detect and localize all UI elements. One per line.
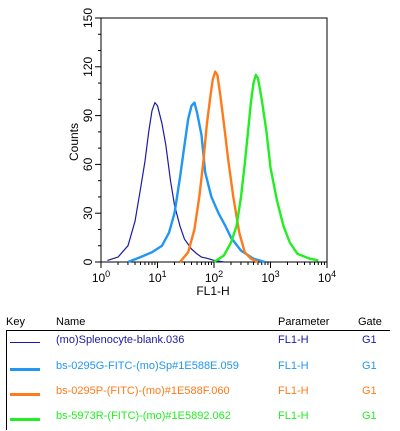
y-axis: 0 30 60 90 120 150 xyxy=(81,8,101,265)
y-tick-label: 30 xyxy=(81,206,95,220)
series-line xyxy=(179,70,259,264)
legend-key-rule xyxy=(6,330,7,430)
legend-row-name: bs-0295G-FITC-(mo)Sp#1E588E.059 xyxy=(56,360,239,372)
legend-row-gate: G1 xyxy=(362,385,377,397)
plot-frame xyxy=(100,17,328,263)
x-tick-label: 101 xyxy=(148,269,166,285)
legend-row-gate: G1 xyxy=(362,334,377,346)
legend-swatch xyxy=(10,368,40,371)
legend-header-parameter: Parameter xyxy=(278,316,330,328)
y-tick-label: 120 xyxy=(81,56,95,76)
legend-header-gate: Gate xyxy=(358,316,382,328)
legend-row-parameter: FL1-H xyxy=(278,334,309,346)
legend-row-name: bs-0295P-(FITC)-(mo)#1E588F.060 xyxy=(56,385,230,397)
legend-swatch xyxy=(10,418,40,421)
series-line xyxy=(107,101,224,263)
y-tick-label: 90 xyxy=(81,109,95,123)
legend-row-gate: G1 xyxy=(362,410,377,422)
y-tick-label: 60 xyxy=(81,157,95,171)
legend-row: bs-5973R-(FITC)-(mo)#1E5892.062 FL1-H G1 xyxy=(0,409,400,429)
legend-swatch xyxy=(10,393,40,396)
legend-row-parameter: FL1-H xyxy=(278,385,309,397)
histogram-chart: 100 101 102 103 104 0 30 60 90 120 150 FL1-H Coun… xyxy=(67,8,336,298)
legend-row-name: (mo)Splenocyte-blank.036 xyxy=(56,334,185,346)
x-tick-label: 100 xyxy=(92,269,110,285)
series-lines xyxy=(107,70,319,264)
x-tick-label: 102 xyxy=(205,269,223,285)
y-tick-label: 0 xyxy=(81,258,95,265)
x-tick-label: 103 xyxy=(261,269,279,285)
legend-row: bs-0295P-(FITC)-(mo)#1E588F.060 FL1-H G1 xyxy=(0,384,400,404)
legend-row-parameter: FL1-H xyxy=(278,410,309,422)
legend-row-name: bs-5973R-(FITC)-(mo)#1E5892.062 xyxy=(56,410,231,422)
x-tick-label: 104 xyxy=(318,269,336,285)
x-axis-title: FL1-H xyxy=(196,284,229,298)
legend-row-gate: G1 xyxy=(362,360,377,372)
legend-table: Key Name Parameter Gate (mo)Splenocyte-b… xyxy=(0,316,400,431)
legend-header-key: Key xyxy=(6,316,25,328)
legend-header-name: Name xyxy=(56,316,86,328)
y-tick-label: 150 xyxy=(81,8,95,28)
series-line xyxy=(213,73,319,264)
legend-row: bs-0295G-FITC-(mo)Sp#1E588E.059 FL1-H G1 xyxy=(0,359,400,379)
series-line xyxy=(127,101,266,264)
legend-header-rule xyxy=(6,330,390,331)
y-axis-title: Counts xyxy=(67,123,81,161)
legend-row: (mo)Splenocyte-blank.036 FL1-H G1 xyxy=(0,333,400,353)
plot-border xyxy=(100,17,328,263)
legend-swatch xyxy=(10,342,40,343)
x-axis: 100 101 102 103 104 xyxy=(92,262,336,285)
legend-row-parameter: FL1-H xyxy=(278,360,309,372)
